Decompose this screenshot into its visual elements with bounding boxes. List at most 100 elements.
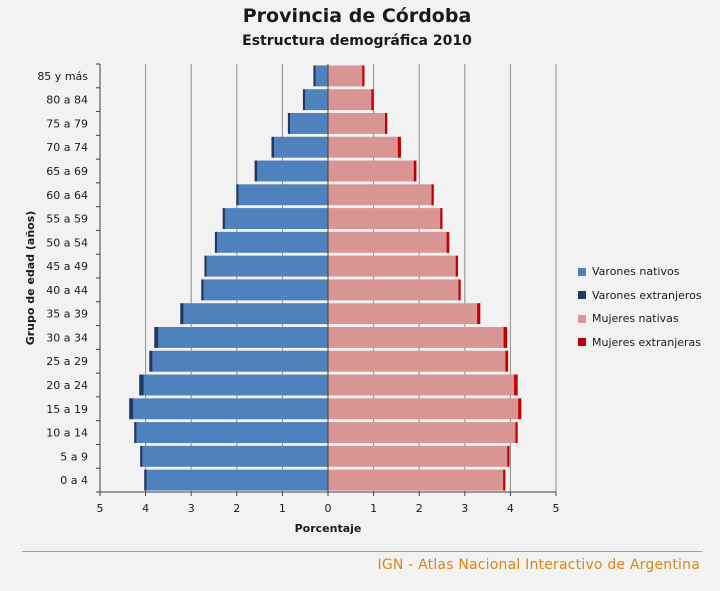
legend-item: Mujeres extranjeras <box>578 331 702 355</box>
y-tick-label: 45 a 49 <box>46 260 88 273</box>
y-axis-title: Grupo de edad (años) <box>24 211 37 346</box>
x-tick-label: 1 <box>279 502 286 515</box>
bar-mujeres-extranjeras <box>505 350 509 372</box>
bar-mujeres-nativas <box>328 208 441 230</box>
x-tick-label: 1 <box>370 502 377 515</box>
bar-varones-extranjeros <box>271 136 275 158</box>
bar-mujeres-extranjeras <box>371 89 374 111</box>
legend-label: Varones extranjeros <box>592 288 702 302</box>
y-tick-label: 15 a 19 <box>46 403 88 416</box>
bar-mujeres-extranjeras <box>362 65 365 87</box>
bar-varones-extranjeros <box>149 350 153 372</box>
bar-mujeres-extranjeras <box>440 208 443 230</box>
legend-label: Mujeres nativas <box>592 312 679 326</box>
bar-mujeres-nativas <box>328 350 506 372</box>
legend-swatch <box>578 291 586 300</box>
bar-varones-nativos <box>224 208 328 230</box>
legend-item: Mujeres nativas <box>578 307 702 331</box>
bar-varones-nativos <box>274 136 328 158</box>
bar-varones-extranjeros <box>144 469 147 491</box>
chart-legend: Varones nativos Varones extranjeros Mujere… <box>578 260 702 354</box>
bar-varones-nativos <box>305 89 328 111</box>
bar-varones-nativos <box>133 398 328 420</box>
y-tick-label: 35 a 39 <box>46 308 88 321</box>
bar-mujeres-extranjeras <box>507 445 510 467</box>
bar-varones-extranjeros <box>140 445 143 467</box>
bar-mujeres-extranjeras <box>515 422 518 444</box>
legend-label: Varones nativos <box>592 265 680 279</box>
bar-varones-extranjeros <box>204 255 207 277</box>
bar-mujeres-extranjeras <box>431 184 434 206</box>
bar-mujeres-nativas <box>328 112 385 134</box>
footer-divider <box>22 551 702 552</box>
bar-varones-nativos <box>143 374 328 396</box>
y-tick-label: 65 a 69 <box>46 165 88 178</box>
x-tick-label: 3 <box>461 502 468 515</box>
bar-varones-extranjeros <box>236 184 239 206</box>
legend-item: Varones extranjeros <box>578 284 702 308</box>
bar-mujeres-extranjeras <box>514 374 518 396</box>
legend-swatch <box>578 267 586 276</box>
y-tick-label: 0 a 4 <box>60 474 88 487</box>
bar-varones-nativos <box>152 350 328 372</box>
bar-varones-extranjeros <box>201 279 204 301</box>
x-tick-label: 2 <box>416 502 423 515</box>
bar-varones-extranjeros <box>313 65 316 87</box>
population-pyramid-chart: 85 y más 80 a 84 75 a 79 70 a 74 65 a 69 60 a… <box>24 63 560 535</box>
bar-varones-nativos <box>183 303 328 325</box>
bar-varones-extranjeros <box>302 89 306 111</box>
bar-mujeres-nativas <box>328 160 414 182</box>
bar-varones-nativos <box>315 65 328 87</box>
y-tick-label: 40 a 44 <box>46 284 88 297</box>
bar-mujeres-extranjeras <box>477 303 481 325</box>
bar-mujeres-extranjeras <box>458 279 461 301</box>
chart-title: Provincia de Córdoba <box>242 5 472 27</box>
bar-mujeres-extranjeras <box>455 255 458 277</box>
bar-varones-nativos <box>158 326 328 348</box>
bar-mujeres-extranjeras <box>413 160 417 182</box>
bar-mujeres-nativas <box>328 398 519 420</box>
x-tick-label: 3 <box>188 502 195 515</box>
y-tick-label: 30 a 34 <box>46 331 88 344</box>
bar-mujeres-nativas <box>328 422 516 444</box>
y-tick-label: 55 a 59 <box>46 213 88 226</box>
bar-varones-extranjeros <box>254 160 258 182</box>
bar-mujeres-nativas <box>328 326 504 348</box>
legend-label: Mujeres extranjeras <box>592 335 702 349</box>
x-tick-label: 2 <box>233 502 240 515</box>
bar-varones-extranjeros <box>180 303 184 325</box>
chart-subtitle: Estructura demográfica 2010 <box>242 33 472 49</box>
legend-swatch <box>578 314 586 323</box>
bar-varones-nativos <box>257 160 328 182</box>
bar-varones-extranjeros <box>287 112 291 134</box>
legend-swatch <box>578 338 586 347</box>
bar-mujeres-extranjeras <box>385 112 388 134</box>
bar-mujeres-nativas <box>328 374 515 396</box>
bar-varones-extranjeros <box>222 208 225 230</box>
bar-varones-nativos <box>238 184 328 206</box>
y-tick-label: 75 a 79 <box>46 117 88 130</box>
x-tick-label: 4 <box>507 502 514 515</box>
y-tick-label: 20 a 24 <box>46 379 88 392</box>
bar-mujeres-nativas <box>328 136 398 158</box>
bar-mujeres-extranjeras <box>397 136 401 158</box>
bar-mujeres-extranjeras <box>503 469 506 491</box>
bar-mujeres-nativas <box>328 469 504 491</box>
bar-varones-nativos <box>142 445 328 467</box>
bar-varones-nativos <box>206 255 328 277</box>
x-tick-label: 5 <box>97 502 104 515</box>
bar-varones-extranjeros <box>134 422 137 444</box>
bar-mujeres-nativas <box>328 445 508 467</box>
bar-mujeres-nativas <box>328 89 372 111</box>
bar-varones-nativos <box>203 279 328 301</box>
bar-varones-extranjeros <box>214 231 218 253</box>
x-tick-label: 4 <box>142 502 149 515</box>
bar-varones-nativos <box>217 231 328 253</box>
x-tick-label: 0 <box>325 502 332 515</box>
y-tick-label: 85 y más <box>37 70 88 83</box>
footer-credit: IGN - Atlas Nacional Interactivo de Arge… <box>377 557 700 573</box>
bar-mujeres-nativas <box>328 255 456 277</box>
legend-item: Varones nativos <box>578 260 702 284</box>
y-tick-label: 25 a 29 <box>46 355 88 368</box>
bar-mujeres-nativas <box>328 184 432 206</box>
